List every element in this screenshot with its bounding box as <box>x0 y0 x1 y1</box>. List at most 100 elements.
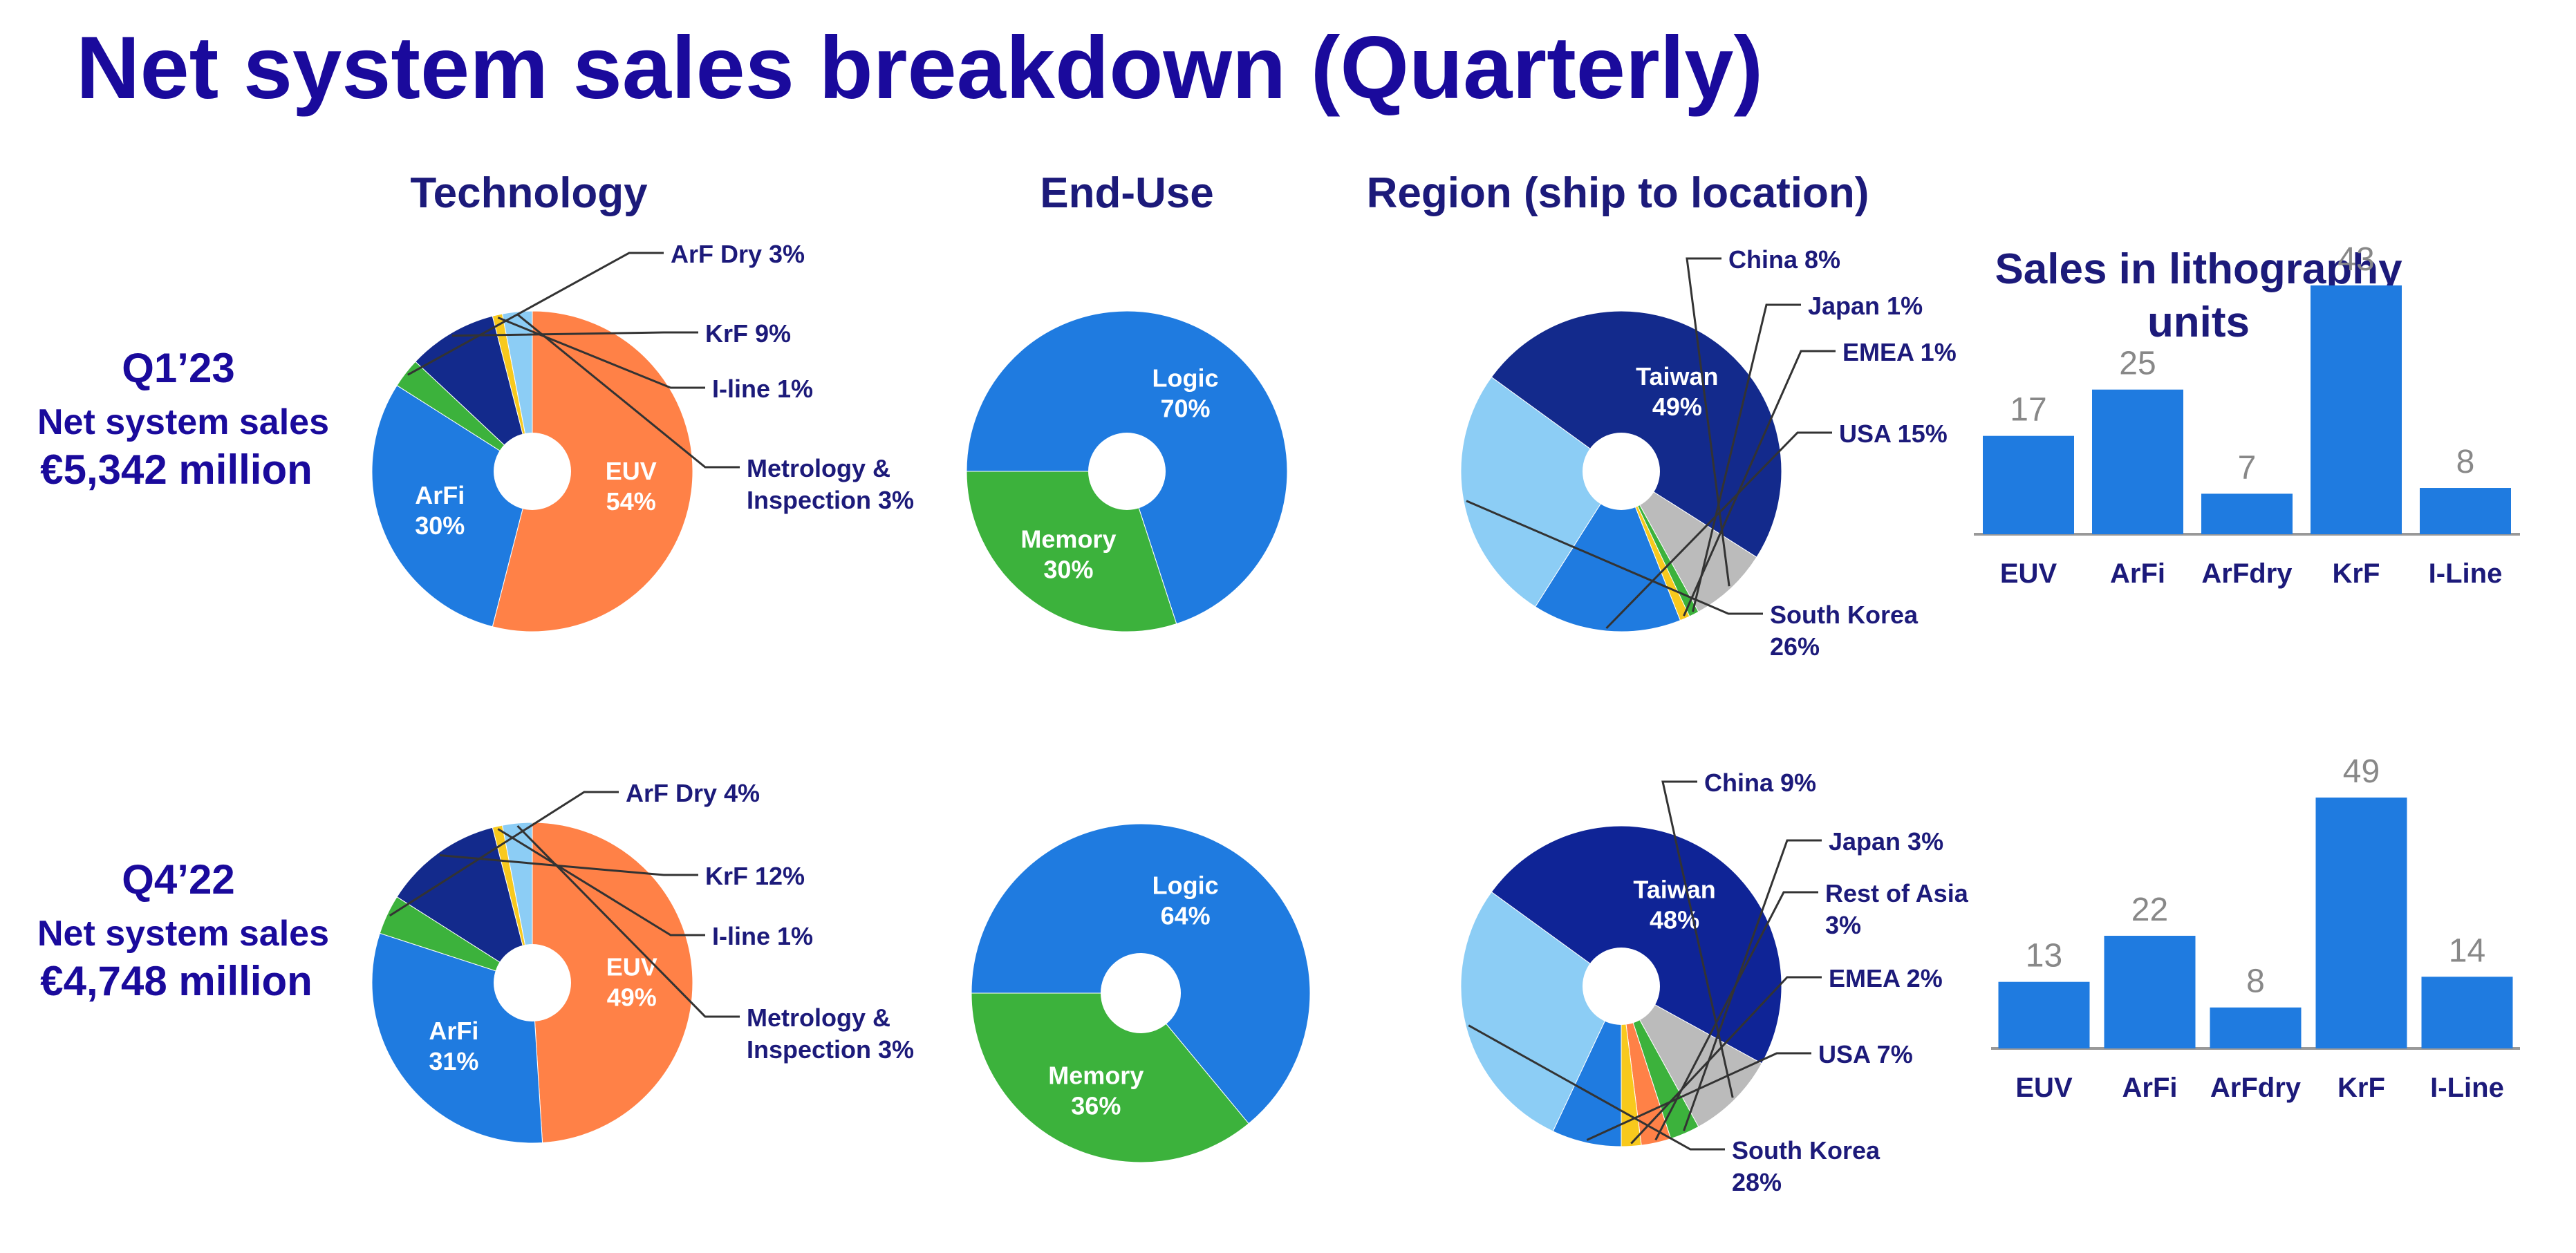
leader-line <box>439 854 698 876</box>
pie-slice <box>1621 471 1757 612</box>
bar-value-label: 43 <box>2337 241 2374 278</box>
slice-label: Japan 1% <box>1808 292 1923 320</box>
bar-value-label: 14 <box>2449 932 2485 969</box>
pie-hole <box>494 433 571 510</box>
header-litho-units-line1: Sales in lithography <box>1995 245 2402 293</box>
slice-label: EUV <box>606 952 657 981</box>
header-end-use: End-Use <box>1040 169 1213 217</box>
slice-label: EMEA 2% <box>1829 964 1943 992</box>
leader-line <box>451 331 698 337</box>
bar-value-label: 25 <box>2119 346 2156 382</box>
slice-label: I-line 1% <box>712 922 813 950</box>
slice-value-label: 30% <box>415 511 465 540</box>
category-label: ArFdry <box>2210 1073 2302 1103</box>
bar-value-label: 49 <box>2343 753 2380 790</box>
slice-label: Metrology & <box>747 1004 890 1032</box>
header-litho-units-line2: units <box>2147 299 2250 346</box>
slice-label: KrF 12% <box>705 862 805 890</box>
slice-label: Taiwan <box>1636 362 1718 390</box>
slice-label-line2: Inspection 3% <box>747 486 914 514</box>
leader-line <box>1630 976 1822 1144</box>
slice-label: China 9% <box>1704 769 1816 797</box>
bar-value-label: 8 <box>2456 444 2475 480</box>
leader-line <box>1683 350 1836 616</box>
category-label: KrF <box>2333 558 2380 589</box>
pie-chart: Taiwan 49% China 8% Japan 1% EMEA 1% USA 15% S… <box>1460 245 1957 661</box>
bar <box>1983 435 2074 534</box>
slice-label: USA 7% <box>1818 1040 1913 1068</box>
leader-line <box>516 313 740 469</box>
category-label: KrF <box>2337 1073 2385 1103</box>
slice-label: ArF Dry 4% <box>626 779 760 807</box>
slice-value-label: 49% <box>1652 393 1702 421</box>
header-technology: Technology <box>410 169 648 217</box>
slice-label: EMEA 1% <box>1842 338 1957 366</box>
pie-slice <box>501 310 533 472</box>
slice-value-label: 31% <box>429 1047 478 1075</box>
slice-label: Rest of Asia <box>1825 879 1969 907</box>
bar <box>1998 981 2090 1048</box>
category-label: ArFi <box>2122 1073 2178 1103</box>
pie-slice <box>1620 985 1762 1127</box>
slice-label: Metrology & <box>747 454 890 482</box>
bar-value-label: 7 <box>2238 449 2257 486</box>
slice-label: Taiwan <box>1633 876 1715 904</box>
header-region: Region (ship to location) <box>1367 169 1869 217</box>
slice-label: China 8% <box>1728 245 1840 274</box>
bar-value-label: 13 <box>2026 938 2062 974</box>
slice-label: Logic <box>1152 872 1219 900</box>
quarter-amount: €4,748 million <box>40 958 312 1004</box>
slice-label: Japan 3% <box>1829 827 1943 856</box>
slice-label: Memory <box>1020 525 1116 553</box>
leader-line <box>407 252 664 376</box>
slice-value-label: 64% <box>1161 902 1211 930</box>
leader-line <box>1661 780 1734 1098</box>
slice-label-line2: 3% <box>1825 911 1861 939</box>
pie-slice <box>532 822 693 1144</box>
slice-label-line2: 28% <box>1732 1168 1782 1196</box>
slice-label-line2: 26% <box>1770 632 1820 661</box>
pie-slice <box>971 992 1249 1163</box>
bar-chart: 13 EUV 22 ArFi 8 ArFdry 49 KrF 14 I-Line <box>1991 753 2520 1103</box>
leader-line <box>1686 257 1730 587</box>
pie-hole <box>1101 953 1181 1033</box>
slice-label: I-line 1% <box>712 375 813 403</box>
leader-line <box>1586 1052 1811 1141</box>
leader-line <box>1692 303 1801 612</box>
pie-slice <box>1552 986 1622 1147</box>
pie-hole <box>494 944 571 1021</box>
category-label: EUV <box>2000 558 2057 589</box>
bar <box>2092 389 2183 534</box>
bar <box>2104 936 2196 1048</box>
slice-label: ArF Dry 3% <box>671 240 805 268</box>
pie-hole <box>1583 433 1660 510</box>
slice-value-label: 30% <box>1043 555 1093 583</box>
slice-label: Memory <box>1048 1061 1144 1089</box>
category-label: ArFdry <box>2201 558 2293 589</box>
slice-value-label: 54% <box>606 487 656 516</box>
quarter-period: Q1’23 <box>122 345 234 391</box>
pie-slice <box>1491 310 1782 558</box>
pie-slice <box>1460 376 1622 607</box>
slice-label: ArFi <box>415 481 465 509</box>
bar <box>2315 798 2407 1048</box>
pie-hole <box>1088 433 1166 510</box>
category-label: ArFi <box>2110 558 2165 589</box>
slice-value-label: 70% <box>1161 395 1211 423</box>
leader-line <box>389 791 619 917</box>
pie-slice <box>966 471 1177 632</box>
slice-label: EUV <box>606 457 657 485</box>
bar-value-label: 8 <box>2246 963 2265 1000</box>
category-label: I-Line <box>2430 1073 2504 1103</box>
category-label: I-Line <box>2429 558 2503 589</box>
pie-slice <box>1534 470 1681 632</box>
leader-line <box>1683 839 1822 1131</box>
pie-slice <box>396 827 533 984</box>
quarter-net-label: Net system sales <box>37 914 329 954</box>
bar <box>2210 1007 2302 1048</box>
